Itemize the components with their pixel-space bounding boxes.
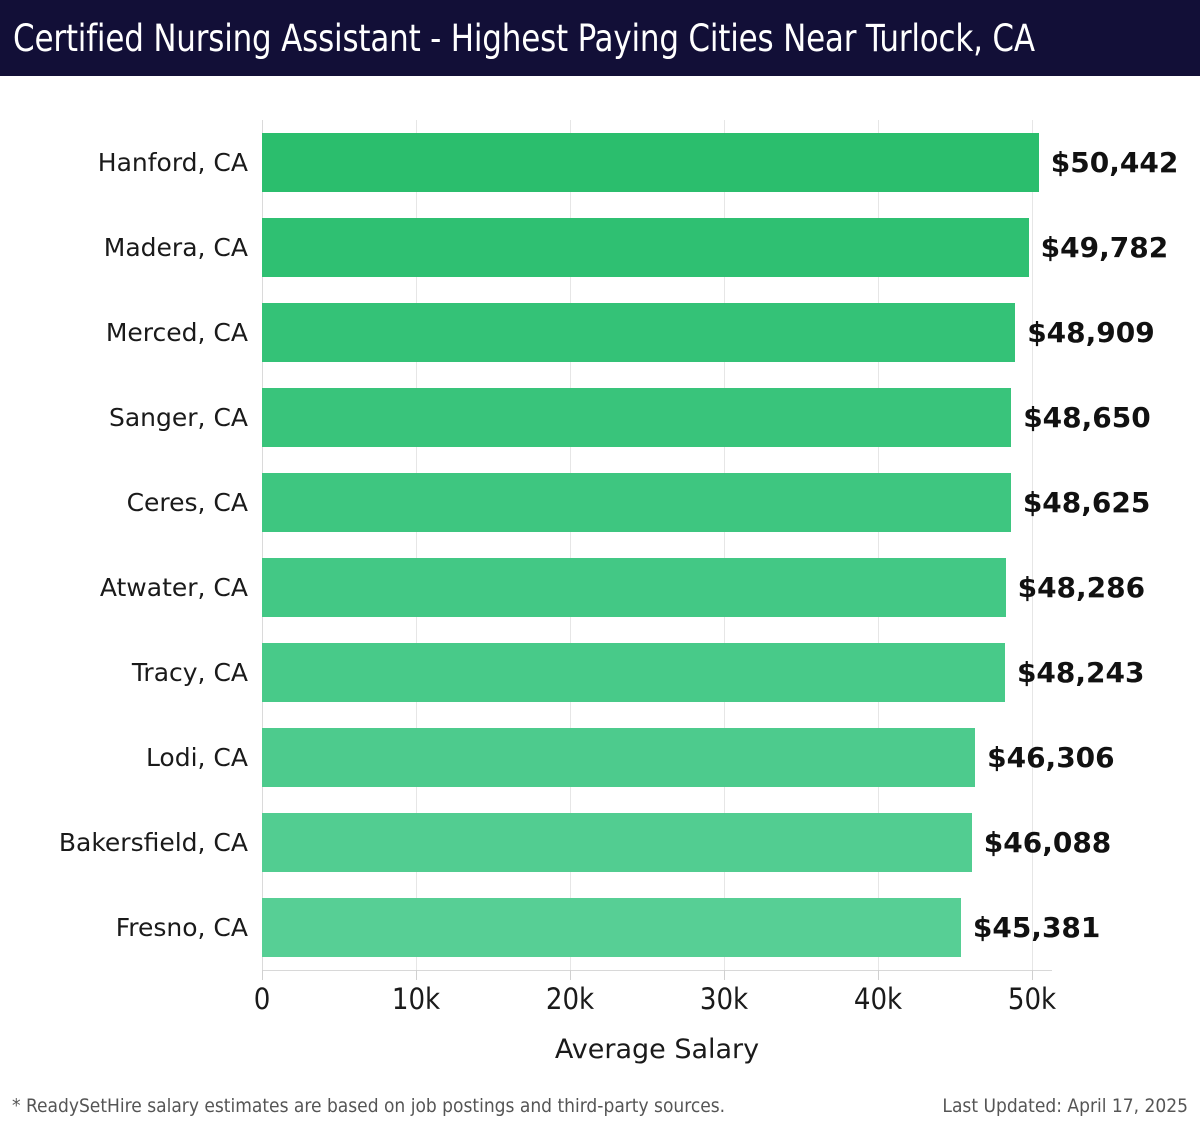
tick-mark-40k <box>878 970 879 980</box>
footnote-disclaimer: * ReadySetHire salary estimates are base… <box>12 1095 726 1117</box>
x-tick-label: 30k <box>699 982 749 1016</box>
bar[interactable] <box>262 558 1006 617</box>
bar-value-label: $48,650 <box>1023 401 1151 434</box>
bar-row[interactable]: Bakersfield, CA $46,088 <box>0 800 1200 885</box>
bar[interactable] <box>262 898 961 957</box>
page-title: Certified Nursing Assistant - Highest Pa… <box>13 16 1035 60</box>
tick-mark-0 <box>262 970 263 980</box>
footnote-last-updated: Last Updated: April 17, 2025 <box>942 1095 1188 1117</box>
x-tick-label: 50k <box>1007 982 1057 1016</box>
x-axis-line <box>262 970 1052 971</box>
bar-value-label: $49,782 <box>1040 231 1169 264</box>
bar-row[interactable]: Fresno, CA $45,381 <box>0 885 1200 970</box>
x-axis-tick-labels: 0 10k 20k 30k 40k 50k <box>0 982 1200 1028</box>
bar[interactable] <box>262 303 1016 362</box>
bar-row[interactable]: Madera, CA $49,782 <box>0 205 1200 290</box>
bar[interactable] <box>262 388 1012 447</box>
bar-category-label: Merced, CA <box>105 318 248 347</box>
bar-category-label: Lodi, CA <box>145 743 248 772</box>
bar-category-label: Tracy, CA <box>131 658 248 687</box>
chart-header: Certified Nursing Assistant - Highest Pa… <box>0 0 1200 76</box>
tick-mark-10k <box>416 970 417 980</box>
chart-footer: * ReadySetHire salary estimates are base… <box>0 1095 1200 1140</box>
bar-row[interactable]: Merced, CA $48,909 <box>0 290 1200 375</box>
bar-row[interactable]: Lodi, CA $46,306 <box>0 715 1200 800</box>
plot-area: Hanford, CA $50,442 Madera, CA $49,782 Merce… <box>0 76 1200 1076</box>
bar-row[interactable]: Sanger, CA $48,650 <box>0 375 1200 460</box>
bar-value-label: $48,243 <box>1016 656 1145 689</box>
x-axis-title: Average Salary <box>554 1034 760 1065</box>
bar[interactable] <box>262 133 1039 192</box>
x-tick-label: 0 <box>253 982 271 1016</box>
bar-row[interactable]: Hanford, CA $50,442 <box>0 120 1200 205</box>
tick-mark-50k <box>1032 970 1033 980</box>
tick-mark-30k <box>724 970 725 980</box>
bar[interactable] <box>262 728 976 787</box>
bar-category-label: Bakersfield, CA <box>58 828 248 857</box>
bar-category-label: Ceres, CA <box>126 488 248 517</box>
bar-value-label: $50,442 <box>1050 146 1179 179</box>
bar-category-label: Atwater, CA <box>99 573 248 602</box>
x-tick-label: 40k <box>853 982 903 1016</box>
bar-rows: Hanford, CA $50,442 Madera, CA $49,782 Merce… <box>0 120 1200 970</box>
bar-row[interactable]: Tracy, CA $48,243 <box>0 630 1200 715</box>
bar[interactable] <box>262 813 972 872</box>
bar[interactable] <box>262 643 1005 702</box>
bar[interactable] <box>262 218 1029 277</box>
bar-value-label: $48,909 <box>1027 316 1155 349</box>
x-tick-label: 10k <box>391 982 441 1016</box>
bar[interactable] <box>262 473 1011 532</box>
x-tick-label: 20k <box>545 982 595 1016</box>
bar-category-label: Fresno, CA <box>115 913 248 942</box>
bar-row[interactable]: Atwater, CA $48,286 <box>0 545 1200 630</box>
bar-category-label: Madera, CA <box>103 233 248 262</box>
bar-category-label: Hanford, CA <box>97 148 248 177</box>
bar-category-label: Sanger, CA <box>108 403 248 432</box>
tick-mark-20k <box>570 970 571 980</box>
bar-value-label: $48,625 <box>1022 486 1151 519</box>
bar-value-label: $45,381 <box>972 911 1101 944</box>
bar-value-label: $48,286 <box>1017 571 1146 604</box>
bar-value-label: $46,088 <box>983 826 1112 859</box>
bar-value-label: $46,306 <box>987 741 1115 774</box>
bar-row[interactable]: Ceres, CA $48,625 <box>0 460 1200 545</box>
